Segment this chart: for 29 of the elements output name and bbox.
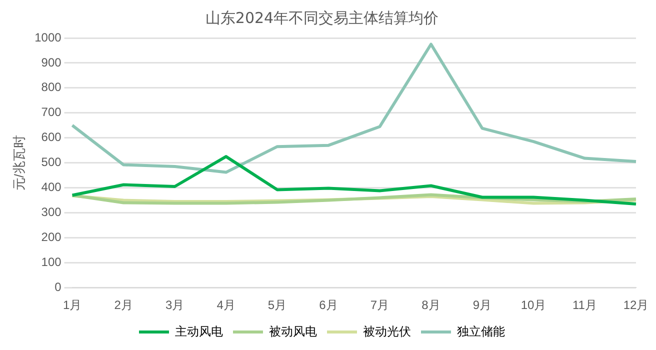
x-tick-label: 5月 — [268, 298, 287, 312]
y-tick-label: 500 — [41, 155, 62, 170]
x-tick-label: 12月 — [623, 298, 649, 312]
x-tick-label: 7月 — [370, 298, 390, 312]
legend-label: 被动光伏 — [363, 324, 411, 338]
y-tick-label: 0 — [54, 280, 62, 294]
y-tick-label: 300 — [41, 205, 62, 220]
x-tick-label: 6月 — [319, 298, 338, 312]
x-tick-label: 8月 — [422, 298, 440, 312]
y-tick-label: 400 — [41, 180, 62, 194]
y-axis-title: 元/兆瓦时 — [11, 134, 26, 191]
x-tick-label: 4月 — [216, 298, 236, 312]
legend-label: 独立储能 — [457, 324, 505, 338]
chart-title: 山东2024年不同交易主体结算均价 — [205, 8, 439, 27]
y-tick-label: 200 — [41, 230, 62, 244]
x-tick-label: 1月 — [62, 298, 82, 312]
y-tick-label: 700 — [41, 105, 62, 120]
y-tick-label: 600 — [41, 130, 62, 144]
y-tick-label: 900 — [41, 55, 62, 70]
x-tick-label: 3月 — [165, 298, 184, 312]
x-tick-label: 11月 — [572, 298, 597, 312]
x-tick-label: 9月 — [472, 298, 492, 312]
x-tick-label: 2月 — [114, 298, 133, 312]
y-tick-label: 1000 — [34, 30, 62, 44]
legend-label: 主动风电 — [175, 324, 223, 338]
x-tick-label: 10月 — [520, 298, 546, 312]
legend-label: 被动风电 — [269, 324, 317, 338]
y-tick-label: 800 — [41, 80, 62, 94]
y-tick-label: 100 — [41, 254, 62, 269]
